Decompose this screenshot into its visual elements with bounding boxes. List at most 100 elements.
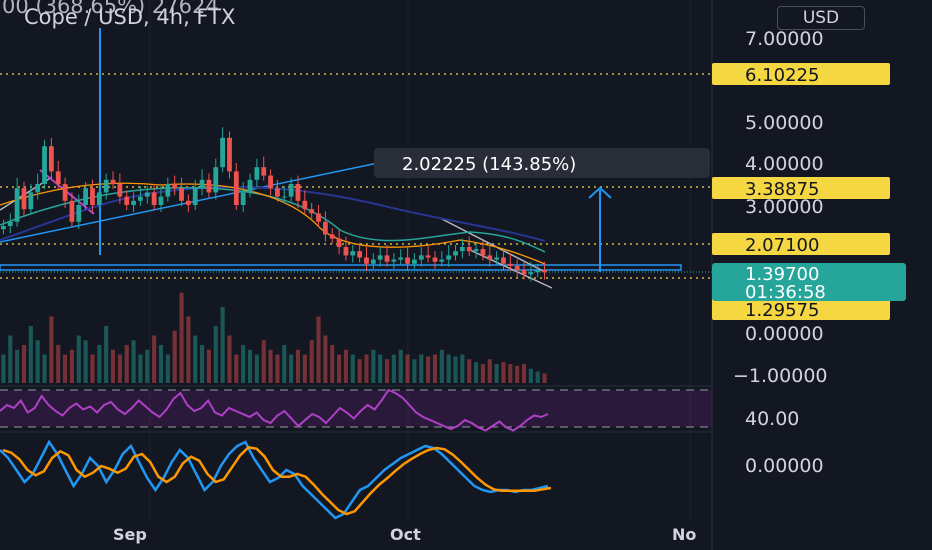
- current-price-value: 1.39700: [745, 264, 819, 285]
- volume-bar: [426, 356, 431, 383]
- candle-body: [1, 226, 6, 230]
- volume-bar: [138, 354, 143, 383]
- candle-body: [281, 196, 287, 198]
- volume-bar: [364, 354, 369, 383]
- volume-bar: [357, 359, 362, 383]
- volume-bar: [405, 354, 410, 383]
- axis-tick-label: −1.00000: [733, 365, 828, 387]
- candle-body: [316, 213, 321, 222]
- volume-bar: [295, 349, 301, 383]
- candle-body: [192, 188, 198, 205]
- volume-bar: [446, 354, 451, 383]
- candle-body: [364, 257, 369, 264]
- candle-body: [138, 196, 143, 201]
- candle-body: [329, 234, 335, 239]
- candle-body: [466, 247, 472, 252]
- candle-body: [418, 255, 424, 260]
- candle-body: [288, 184, 294, 197]
- volume-bar: [474, 362, 479, 383]
- volume-bar: [542, 373, 547, 383]
- candle-body: [158, 196, 164, 205]
- candle-body: [76, 205, 82, 222]
- candle-body: [14, 188, 20, 222]
- volume-bar: [206, 349, 211, 383]
- volume-bar: [165, 354, 170, 383]
- volume-bar: [309, 340, 314, 383]
- volume-bar: [350, 354, 355, 383]
- countdown-timer: 01:36:58: [745, 282, 826, 303]
- candle-body: [96, 192, 102, 205]
- measure-label: 2.02225 (143.85%): [402, 154, 576, 175]
- descending-channel-bottom[interactable]: [469, 249, 553, 289]
- candle-body: [35, 184, 41, 193]
- candle-body: [90, 188, 95, 205]
- support-zone[interactable]: [0, 264, 682, 271]
- candle-body: [247, 179, 253, 193]
- candle-body: [459, 247, 465, 252]
- candle-body: [473, 249, 479, 252]
- candle-body: [432, 257, 438, 262]
- volume-bar: [21, 345, 27, 383]
- legend-symbol-line: Cope / USD, 4h, FTX: [24, 5, 236, 29]
- x-tick-label: Oct: [390, 525, 421, 544]
- level-badge-6-10225: 6.10225: [712, 63, 890, 86]
- volume-bar: [398, 349, 403, 383]
- volume-bar: [302, 354, 307, 383]
- volume-bar: [480, 364, 485, 383]
- candle-body: [309, 209, 315, 214]
- candle-body: [28, 192, 34, 210]
- measure-label-box: [374, 148, 710, 178]
- volume-bar: [172, 330, 177, 383]
- signal-line: [2, 445, 552, 516]
- volume-bar: [200, 345, 205, 383]
- volume-bar: [391, 354, 396, 383]
- volume-bar: [316, 316, 321, 383]
- candle-body: [42, 146, 47, 184]
- candle-body: [384, 255, 390, 262]
- volume-bar: [419, 354, 424, 383]
- volume-bar: [501, 362, 506, 383]
- candle-body: [268, 175, 273, 189]
- level-badge-text: 2.07100: [745, 235, 819, 256]
- price-axis[interactable]: 7.00000 5.00000 4.00000 3.00000 0.00000 …: [733, 28, 828, 477]
- candle-body: [199, 179, 205, 189]
- volume-bar: [487, 359, 492, 383]
- candle-body: [501, 257, 506, 264]
- candle-body: [528, 272, 534, 275]
- time-axis[interactable]: Sep Oct No: [113, 525, 696, 544]
- volume-bar: [384, 359, 390, 383]
- volume-bar: [220, 307, 225, 383]
- candle-body: [55, 171, 61, 184]
- candle-body: [343, 247, 349, 256]
- axis-tick-label: 0.00000: [745, 323, 824, 345]
- candles-group: [1, 127, 547, 282]
- current-price-badge: 1.39700 01:36:58: [712, 263, 906, 303]
- volume-bar: [56, 345, 61, 383]
- candle-body: [213, 167, 219, 193]
- volume-bar: [158, 345, 164, 383]
- candle-body: [446, 255, 452, 260]
- candle-body: [535, 270, 541, 273]
- descending-channel-top[interactable]: [439, 217, 546, 273]
- currency-button[interactable]: USD: [777, 6, 865, 30]
- candle-body: [117, 184, 123, 197]
- candle-body: [103, 179, 109, 193]
- volume-bar: [234, 354, 239, 383]
- candle-body: [398, 257, 404, 260]
- candle-body: [261, 167, 267, 176]
- volume-bar: [515, 365, 520, 383]
- candle-body: [453, 251, 458, 256]
- volume-bar: [371, 349, 376, 383]
- volume-bar: [179, 292, 184, 383]
- volume-bar: [42, 354, 47, 383]
- volume-bar: [104, 326, 109, 383]
- candle-body: [131, 200, 136, 205]
- volume-bar: [261, 340, 266, 383]
- candle-body: [240, 192, 246, 205]
- volume-bar: [337, 354, 342, 383]
- candle-body: [144, 192, 150, 197]
- candle-body: [151, 192, 157, 205]
- volume-bar: [508, 364, 513, 383]
- candle-body: [521, 270, 527, 275]
